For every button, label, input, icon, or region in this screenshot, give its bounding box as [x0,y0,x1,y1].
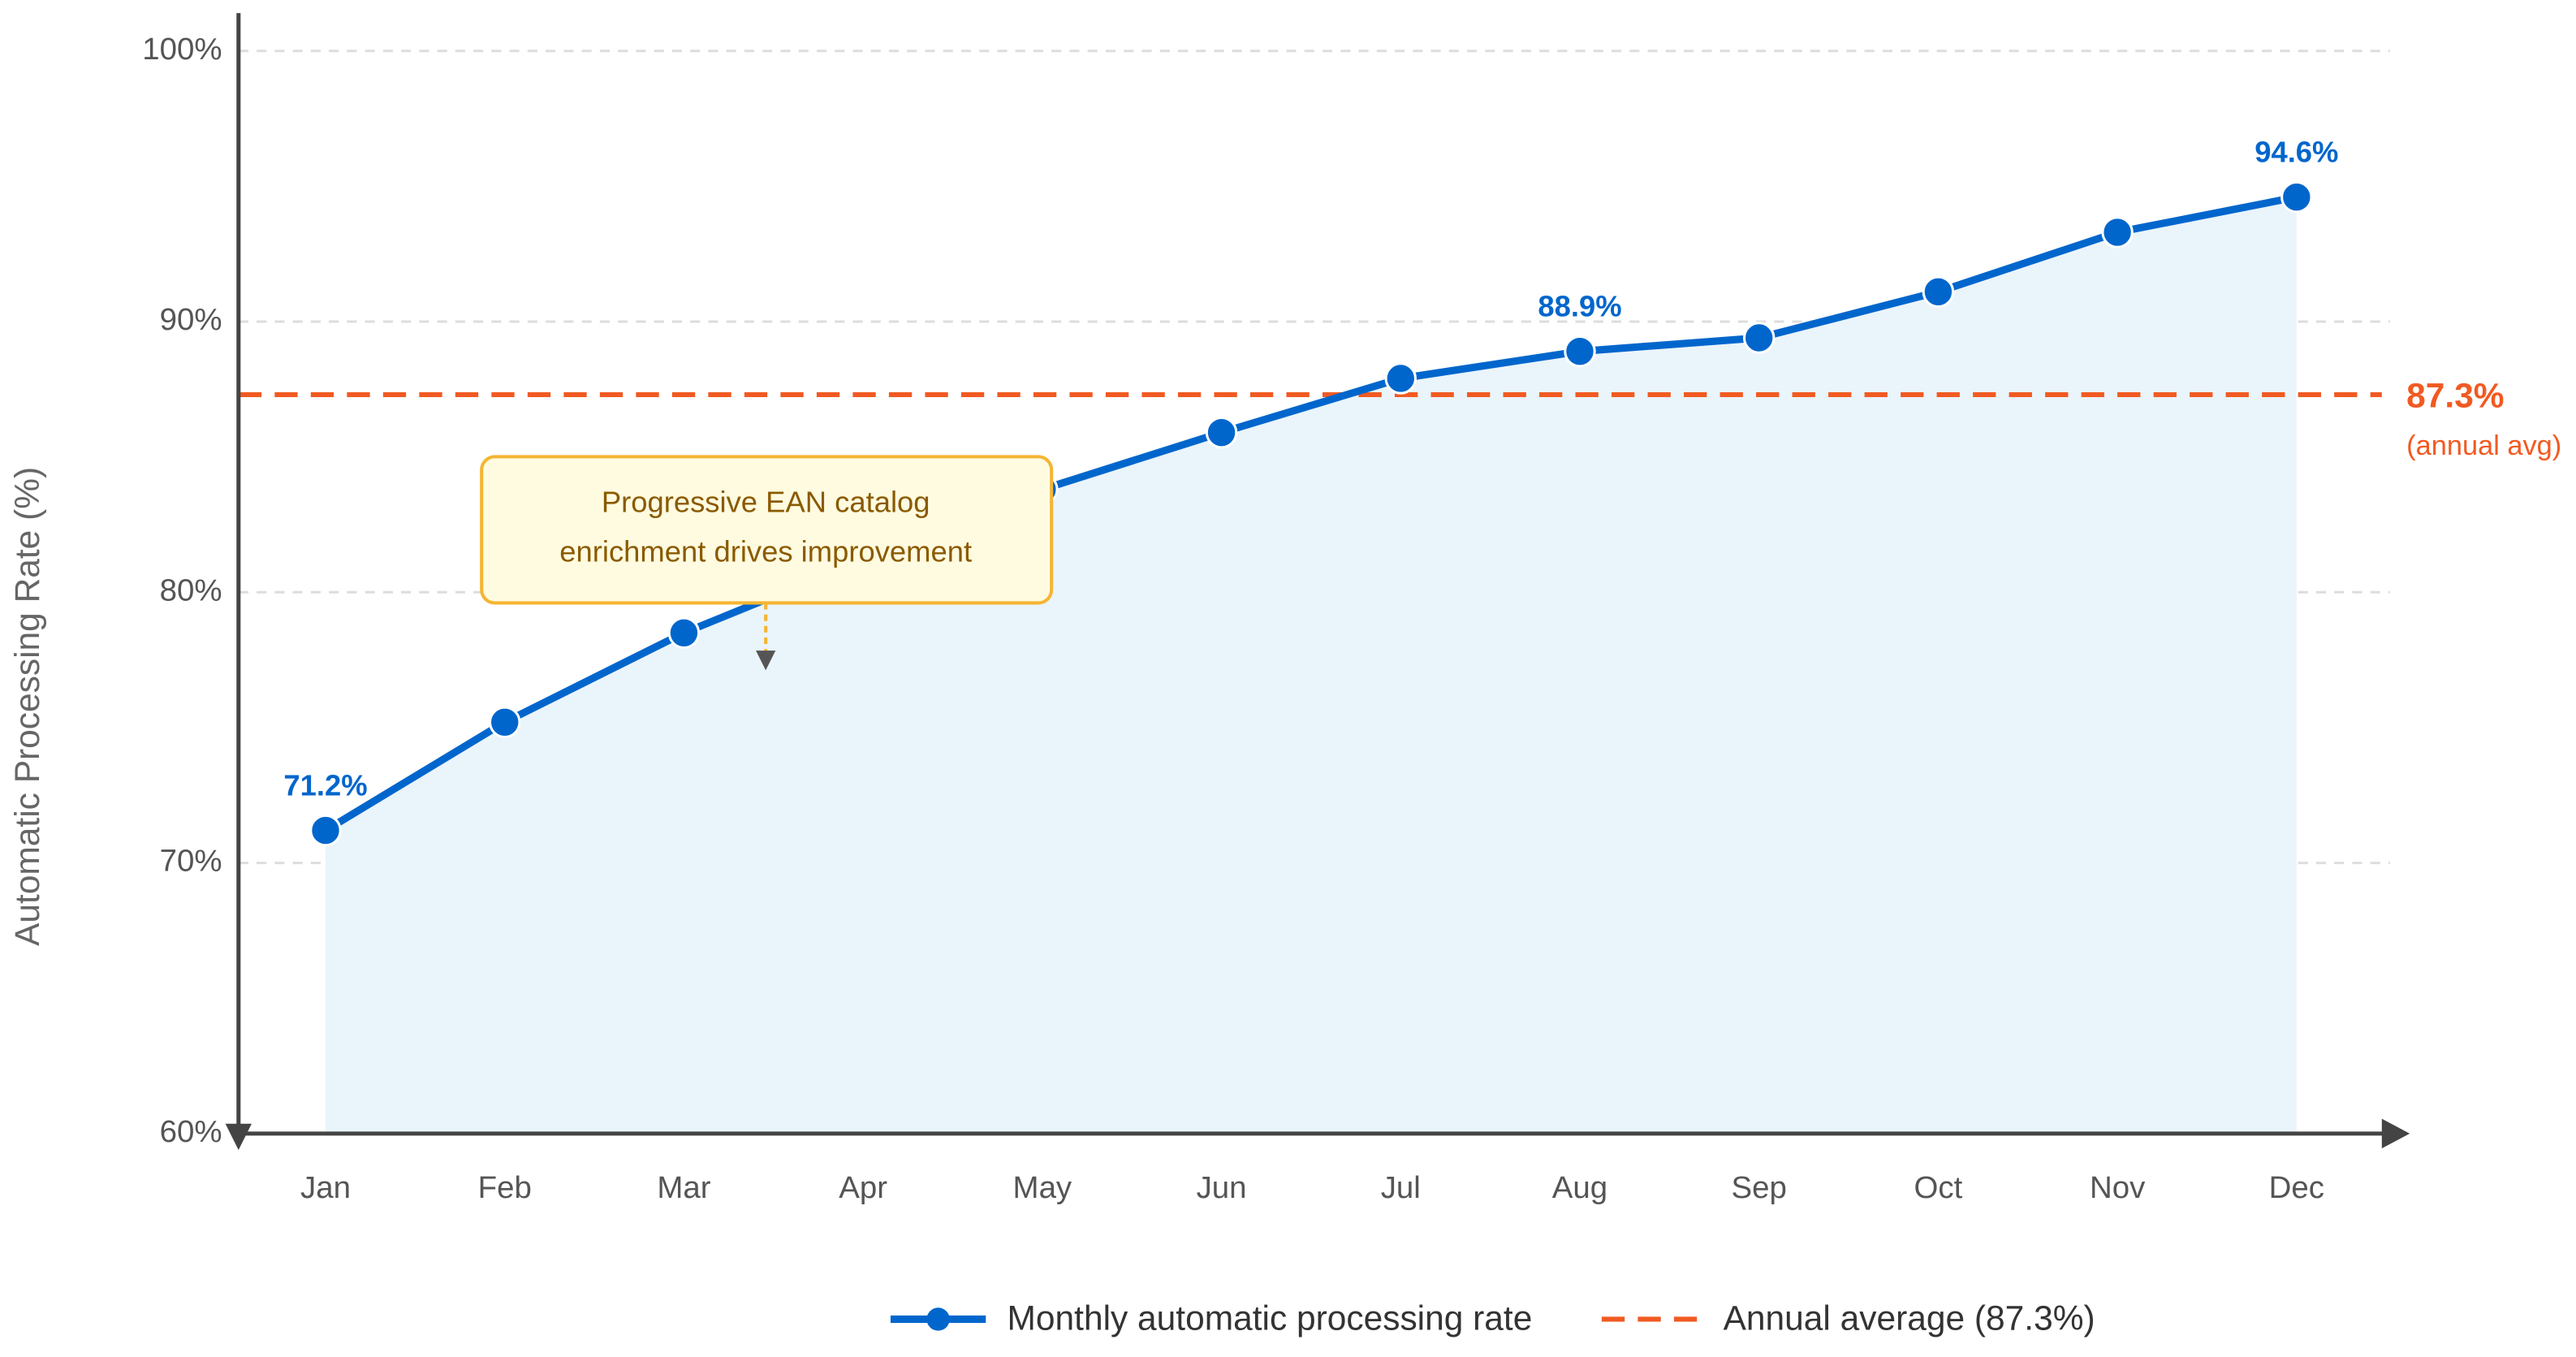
area [326,197,2297,1134]
data-label: 94.6% [2255,136,2338,169]
point [1205,416,1238,449]
x-tick-label: Sep [1732,1170,1787,1205]
series-line [323,193,2298,834]
data-label: 88.9% [1538,290,1621,323]
x-tick-label: Jul [1381,1170,1421,1205]
point [1742,322,1776,354]
x-tick-label: Jun [1197,1170,1247,1205]
x-tick-label: Mar [657,1170,710,1205]
point [309,814,342,847]
point [1384,362,1417,395]
x-tick-label: Feb [478,1170,532,1205]
annotation-text: enrichment drives improvement [559,534,972,568]
y-tick-label: 100% [142,32,222,67]
average-label: 87.3% [2406,377,2504,415]
annotation-arrowhead [756,650,776,671]
x-tick-label: May [1013,1170,1072,1205]
x-tick-label: Nov [2090,1170,2146,1205]
average-note: (annual avg) [2406,430,2561,461]
point [489,706,521,738]
annotation-text: Progressive EAN catalog [602,486,930,519]
y-tick-label: 70% [160,844,222,879]
x-tick-label: Aug [1552,1170,1607,1205]
x-tick-label: Apr [839,1170,887,1205]
x-axis-arrow [2381,1118,2410,1149]
annotation-box [480,455,1054,605]
x-tick-label: Jan [300,1170,351,1205]
y-tick-label: 80% [160,573,222,607]
legend-label: Annual average (87.3%) [1724,1300,2095,1338]
point [2280,180,2313,214]
point [667,616,701,650]
point [1564,335,1596,368]
y-tick-label: 60% [160,1114,222,1149]
x-tick-label: Dec [2269,1170,2324,1205]
point [2101,216,2134,248]
y-tick-label: 90% [160,302,222,337]
legend-marker [926,1307,950,1331]
y-axis-arrow [225,1123,252,1151]
legend-label: Monthly automatic processing rate [1008,1300,1533,1338]
x-tick-label: Oct [1914,1170,1963,1205]
data-label: 71.2% [283,769,367,802]
y-axis-title: Automatic Processing Rate (%) [9,467,47,946]
point [1922,275,1955,309]
